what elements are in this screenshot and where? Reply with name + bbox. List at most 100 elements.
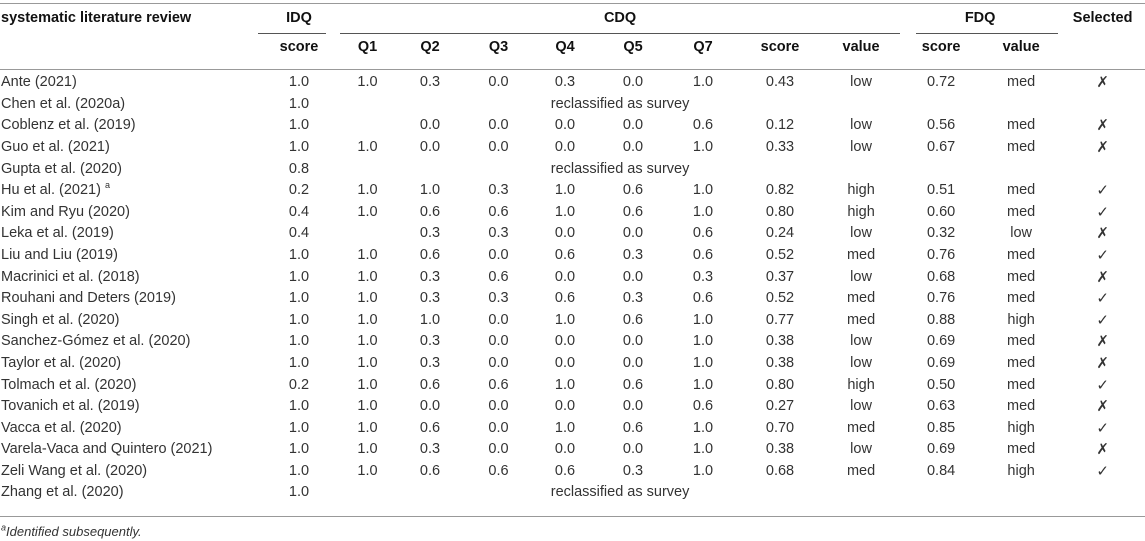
cell-cdq-value: med xyxy=(846,419,876,436)
cell-q1 xyxy=(340,223,395,245)
cell-q4: 1.0 xyxy=(554,203,576,220)
cell-q4: 1.0 xyxy=(554,182,576,199)
cell-q3: 0.0 xyxy=(488,74,509,90)
cell-q2: 0.3 xyxy=(419,290,441,307)
header-review: systematic literature review xyxy=(1,10,192,26)
cdq-group-rule xyxy=(340,33,900,34)
cell-selected: ✗ xyxy=(1096,138,1109,156)
cell-cdq-score: 0.80 xyxy=(765,376,795,393)
table-row: Kim and Ryu (2020) 0.4 1.0 0.6 0.6 1.0 0.6 1.0 0… xyxy=(0,201,1145,223)
cell-idq-score: 1.0 xyxy=(288,462,310,479)
cell-q4: 0.0 xyxy=(554,333,576,350)
cell-empty xyxy=(1060,93,1145,115)
cell-selected: ✓ xyxy=(1096,290,1109,308)
cell-cdq-score: 0.37 xyxy=(765,268,795,285)
cell-review: Kim and Ryu (2020) xyxy=(0,201,258,223)
cell-q3: 0.3 xyxy=(488,290,509,307)
cell-review: Hu et al. (2021) a xyxy=(0,179,258,201)
review-name: Varela-Vaca and Quintero (2021) xyxy=(1,441,213,458)
table-row: Vacca et al. (2020) 1.0 1.0 0.6 0.0 1.0 0.6 1.0… xyxy=(0,417,1145,439)
cell-selected: ✓ xyxy=(1096,203,1109,221)
table-row: Chen et al. (2020a) 1.0 reclassified as su… xyxy=(0,93,1145,115)
cell-q1: 1.0 xyxy=(357,354,378,371)
cell-idq-score: 1.0 xyxy=(288,268,310,285)
review-name: Guo et al. (2021) xyxy=(1,138,110,155)
cell-idq-score: 1.0 xyxy=(288,246,310,263)
table-footnote: aIdentified subsequently. xyxy=(1,523,142,539)
cell-review: Guo et al. (2021) xyxy=(0,136,258,158)
cell-fdq-value: med xyxy=(1007,117,1036,134)
cell-q3: 0.3 xyxy=(488,225,509,242)
cell-q2: 0.3 xyxy=(419,225,441,242)
cell-q1: 1.0 xyxy=(357,182,378,199)
cell-fdq-score: 0.76 xyxy=(926,290,956,307)
cell-q7: 1.0 xyxy=(692,311,714,328)
header-q7: Q7 xyxy=(693,39,713,55)
cell-q7: 1.0 xyxy=(692,138,714,155)
cell-fdq-value: high xyxy=(1007,311,1035,328)
cell-cdq-score: 0.38 xyxy=(765,354,795,371)
cell-q5: 0.0 xyxy=(622,333,644,350)
cell-q5: 0.0 xyxy=(622,441,644,458)
cell-q1: 1.0 xyxy=(357,441,378,458)
cell-q3: 0.0 xyxy=(488,441,509,458)
cell-q1: 1.0 xyxy=(357,462,378,479)
fdq-group-rule xyxy=(916,33,1058,34)
cell-q1: 1.0 xyxy=(357,311,378,328)
table-row: Rouhani and Deters (2019) 1.0 1.0 0.3 0.3 0.6… xyxy=(0,287,1145,309)
review-name: Taylor et al. (2020) xyxy=(1,354,122,371)
cell-q1: 1.0 xyxy=(357,333,378,350)
cell-cdq-value: med xyxy=(846,462,876,479)
cell-idq-score: 1.0 xyxy=(288,354,310,371)
cell-cdq-value: med xyxy=(846,290,876,307)
cell-selected: ✓ xyxy=(1096,462,1109,480)
cell-cdq-score: 0.24 xyxy=(765,225,795,242)
cell-q5: 0.6 xyxy=(622,376,644,393)
cell-fdq-score: 0.63 xyxy=(926,398,956,415)
cell-idq-score: 1.0 xyxy=(288,484,310,501)
cell-fdq-value: low xyxy=(1010,225,1032,242)
cell-reclassified: reclassified as survey xyxy=(550,484,690,501)
review-name: Gupta et al. (2020) xyxy=(1,160,122,177)
cell-q2: 0.6 xyxy=(419,376,441,393)
cell-idq-score: 0.4 xyxy=(288,203,310,220)
cell-q2: 0.3 xyxy=(419,354,441,371)
review-name: Sanchez-Gómez et al. (2020) xyxy=(1,333,191,350)
cell-cdq-score: 0.12 xyxy=(765,117,795,134)
idq-group-rule xyxy=(258,33,326,34)
review-name: Zhang et al. (2020) xyxy=(1,484,124,501)
cell-review: Singh et al. (2020) xyxy=(0,309,258,331)
cell-review: Liu and Liu (2019) xyxy=(0,244,258,266)
cell-cdq-score: 0.33 xyxy=(765,138,795,155)
header-q1: Q1 xyxy=(357,39,378,55)
cell-q5: 0.0 xyxy=(622,398,644,415)
cell-fdq-score: 0.88 xyxy=(926,311,956,328)
cell-q7: 1.0 xyxy=(692,462,714,479)
cell-idq-score: 1.0 xyxy=(288,95,310,112)
cell-q4: 0.6 xyxy=(554,246,576,263)
cell-selected: ✗ xyxy=(1096,225,1109,243)
cell-q7: 0.6 xyxy=(692,225,714,242)
table-row: Leka et al. (2019) 0.4 0.3 0.3 0.0 0.0 0.6 0.24… xyxy=(0,223,1145,245)
cell-q3: 0.6 xyxy=(488,203,509,220)
cell-q7: 1.0 xyxy=(692,182,714,199)
cell-cdq-score: 0.52 xyxy=(765,290,795,307)
slr-quality-table: systematic literature review IDQ CDQ FDQ… xyxy=(0,4,1145,503)
cell-q4: 1.0 xyxy=(554,311,576,328)
cell-q4: 1.0 xyxy=(554,419,576,436)
table-row: Taylor et al. (2020) 1.0 1.0 0.3 0.0 0.0 0.0 1.… xyxy=(0,352,1145,374)
cell-cdq-value: low xyxy=(850,225,872,242)
review-name: Hu et al. (2021) xyxy=(1,182,101,199)
cell-cdq-score: 0.68 xyxy=(765,462,795,479)
review-name: Leka et al. (2019) xyxy=(1,225,114,242)
cell-fdq-score: 0.76 xyxy=(926,246,956,263)
cell-q4: 0.6 xyxy=(554,290,576,307)
cell-cdq-value: high xyxy=(847,203,875,220)
cell-q1: 1.0 xyxy=(357,246,378,263)
cell-cdq-value: high xyxy=(847,182,875,199)
cell-cdq-value: low xyxy=(850,441,872,458)
cell-q3: 0.0 xyxy=(488,354,509,371)
cell-review: Leka et al. (2019) xyxy=(0,223,258,245)
cell-q2: 1.0 xyxy=(419,182,441,199)
cell-q2: 1.0 xyxy=(419,311,441,328)
